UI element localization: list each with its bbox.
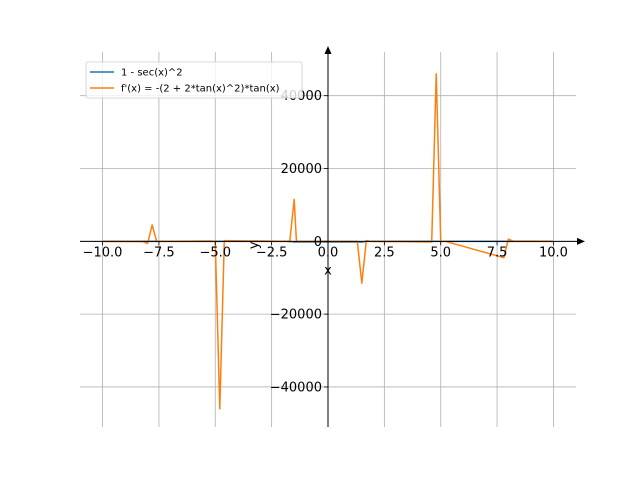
y-axis-label: y xyxy=(247,241,262,249)
x-tick-label-6: 5.0 xyxy=(430,245,451,260)
x-tick-label-1: −7.5 xyxy=(143,245,175,260)
y-axis-arrow xyxy=(324,46,332,54)
x-tick-label-0: −10.0 xyxy=(83,245,123,260)
x-axis-label: x xyxy=(324,263,332,278)
y-tick-label-1: −20000 xyxy=(270,308,322,323)
legend-label-sec: 1 - sec(x)^2 xyxy=(121,68,183,79)
x-tick-label-8: 10.0 xyxy=(539,245,568,260)
y-tick-label-3: 20000 xyxy=(281,162,322,177)
x-axis-arrow xyxy=(577,237,585,245)
y-tick-label-2: 0 xyxy=(314,235,322,250)
x-tick-label-3: −2.5 xyxy=(256,245,288,260)
legend: 1 - sec(x)^2 f'(x) = -(2 + 2*tan(x)^2)*t… xyxy=(85,61,303,99)
legend-box xyxy=(85,61,303,99)
x-tick-label-5: 2.5 xyxy=(374,245,395,260)
x-tick-label-2: −5.0 xyxy=(199,245,231,260)
x-tick-label-7: 7.5 xyxy=(487,245,508,260)
axes xyxy=(80,46,585,427)
ticks: −10.0 −7.5 −5.0 −2.5 0.0 2.5 5.0 7.5 10.0 −40000 −… xyxy=(83,89,568,395)
y-tick-label-0: −40000 xyxy=(270,380,322,395)
x-tick-label-4: 0.0 xyxy=(318,245,339,260)
legend-label-derivative: f'(x) = -(2 + 2*tan(x)^2)*tan(x) xyxy=(121,84,280,95)
